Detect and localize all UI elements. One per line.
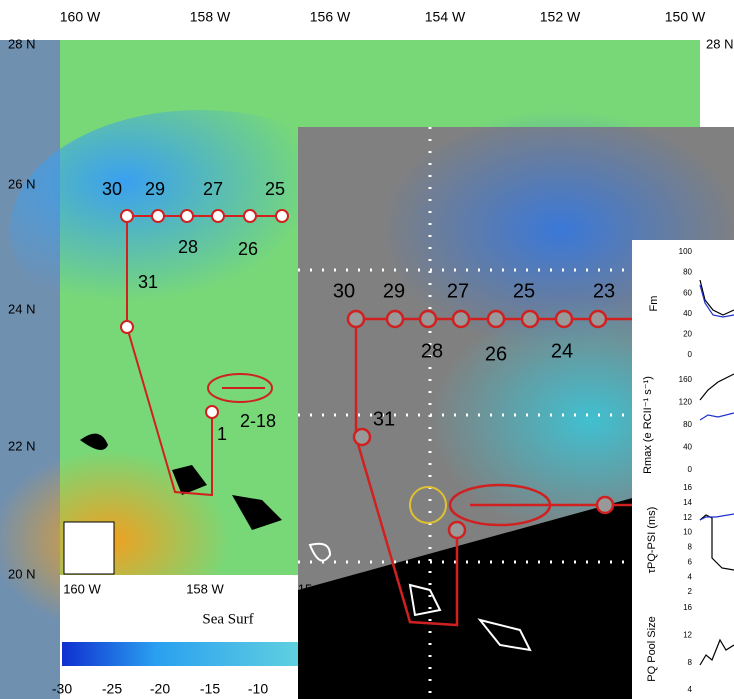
- panel-ylabel: τPQ-PSI (ms): [646, 507, 658, 574]
- panel-tick: 0: [688, 350, 693, 359]
- panel-tick: 4: [688, 572, 693, 581]
- panel-tick: 20: [683, 330, 692, 339]
- station-label: 30: [102, 179, 122, 199]
- colorbar-tick: -25: [102, 681, 122, 697]
- colorbar-tick: -30: [52, 681, 72, 697]
- station-label: 27: [447, 280, 469, 302]
- panel-tick: 12: [683, 630, 692, 639]
- lon-label: 156 W: [310, 9, 351, 25]
- colorbar-tick: -15: [200, 681, 220, 697]
- panel-tick: 8: [688, 658, 693, 667]
- lat-label: 28 N: [8, 36, 35, 51]
- colorbar-title: Sea Surf: [202, 611, 253, 627]
- colorbar-tick: -10: [248, 681, 268, 697]
- lat-label: 22 N: [8, 438, 35, 453]
- station-label: 29: [383, 280, 405, 302]
- panel-area: [632, 240, 734, 699]
- panel-tick: 4: [688, 685, 693, 694]
- lon-label: 154 W: [425, 9, 466, 25]
- station-label: 31: [373, 408, 395, 430]
- panel-tick: 12: [683, 513, 692, 522]
- lon-label: 158 W: [186, 581, 224, 596]
- colorbar-tick: -20: [150, 681, 170, 697]
- panel-tick: 2: [688, 587, 693, 596]
- panel-tick: 10: [683, 528, 692, 537]
- station-label: 24: [551, 340, 573, 362]
- panel-ylabel: Rmax (e RCII⁻¹ s⁻¹): [642, 376, 654, 474]
- panel-ylabel: PQ Pool Size: [646, 616, 658, 681]
- station-label: 23: [593, 280, 615, 302]
- panel-ylabel: Fm: [648, 296, 660, 312]
- panel-tick: 80: [683, 420, 692, 429]
- panel-tick: 40: [683, 309, 692, 318]
- station-label: 28: [178, 237, 198, 257]
- lat-label: 26 N: [8, 176, 35, 191]
- panel-tick: 0: [688, 465, 693, 474]
- station-label: 27: [203, 179, 223, 199]
- lat-label: 24 N: [8, 301, 35, 316]
- panel-tick: 16: [683, 603, 692, 612]
- lon-label: 15: [298, 581, 312, 596]
- lat-label: 20 N: [8, 566, 35, 581]
- panel-tick: 160: [679, 375, 693, 384]
- panel-tick: 14: [683, 498, 692, 507]
- lon-label: 160 W: [63, 581, 101, 596]
- panel-tick: 60: [683, 288, 692, 297]
- station-label: 28: [421, 340, 443, 362]
- panel-tick: 100: [679, 247, 693, 256]
- station-label: 31: [138, 272, 158, 292]
- panel-tick: 80: [683, 268, 692, 277]
- station-label: 30: [333, 280, 355, 302]
- back-track: [120, 209, 289, 497]
- lat-label: 28 N: [706, 36, 733, 51]
- station-label: 29: [145, 179, 165, 199]
- lon-label: 152 W: [540, 9, 581, 25]
- station-label: 26: [238, 239, 258, 259]
- station-label: 2-18: [240, 411, 276, 431]
- panel-tick: 8: [688, 543, 693, 552]
- lon-label: 150 W: [665, 9, 706, 25]
- panel-tick: 16: [683, 483, 692, 492]
- station-label: 25: [265, 179, 285, 199]
- lon-label: 160 W: [60, 9, 101, 25]
- station-label: 25: [513, 280, 535, 302]
- panel-tick: 40: [683, 443, 692, 452]
- station-label: 1: [217, 424, 227, 444]
- station-label: 26: [485, 343, 507, 365]
- panel-tick: 120: [679, 398, 693, 407]
- panel-tick: 6: [688, 557, 693, 566]
- lon-label: 158 W: [190, 9, 231, 25]
